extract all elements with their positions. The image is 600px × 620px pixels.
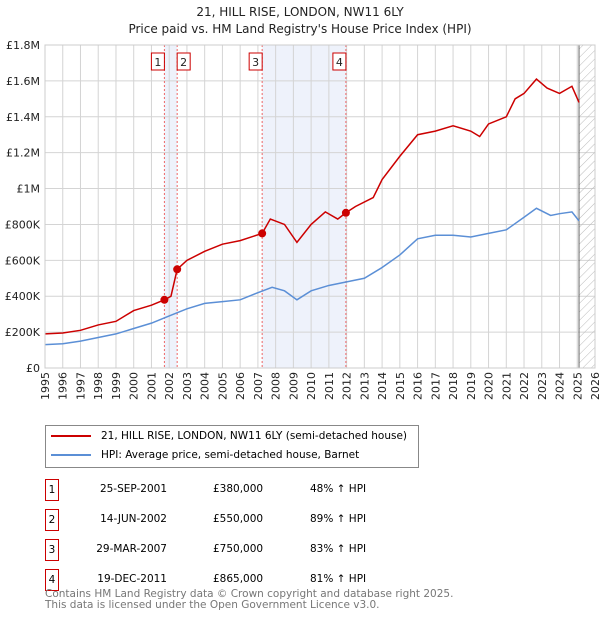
hpi-line [44, 207, 580, 346]
x-tick-label: 2026 [589, 372, 600, 400]
shaded-period [164, 45, 178, 368]
sale-date: 29-MAR-2007 [96, 543, 167, 555]
sale-marker-label: 3 [252, 56, 259, 69]
x-tick-label: 1998 [92, 372, 105, 400]
sale-marker-badge: 4 [45, 569, 59, 591]
sale-marker-box [150, 52, 165, 71]
sale-price: £865,000 [213, 573, 264, 585]
footer-line: This data is licensed under the Open Gov… [45, 599, 380, 611]
sale-date: 25-SEP-2001 [99, 483, 167, 495]
sale-marker-box [332, 52, 347, 71]
x-tick-label: 2005 [216, 372, 229, 400]
sale-marker-box [176, 52, 191, 71]
sale-marker-badge: 1 [45, 479, 59, 501]
sale-price: £550,000 [213, 513, 264, 525]
x-tick-label: 1997 [74, 372, 87, 400]
legend-swatch-blue [51, 454, 91, 456]
shaded-period [262, 45, 346, 368]
legend-item-property: 21, HILL RISE, LONDON, NW11 6LY (semi-de… [51, 430, 407, 442]
y-tick-label: £1.8M [6, 39, 40, 52]
x-tick-label: 2025 [571, 372, 584, 400]
x-tick-label: 1999 [110, 372, 123, 400]
sale-point [258, 229, 267, 238]
property-price-line [44, 78, 580, 335]
y-tick-label: £1M [17, 183, 41, 196]
y-tick-label: £800K [5, 218, 41, 231]
x-tick-label: 2000 [128, 372, 141, 400]
x-tick-label: 2002 [163, 372, 176, 400]
sale-marker-box [248, 52, 263, 71]
y-tick-label: £0 [26, 362, 40, 375]
x-tick-label: 1996 [57, 372, 70, 400]
legend-label: HPI: Average price, semi-detached house,… [101, 449, 360, 461]
forecast-hatch [579, 45, 595, 368]
x-tick-label: 2008 [270, 372, 283, 400]
x-tick-label: 2023 [536, 372, 549, 400]
sale-marker-label: 4 [336, 56, 343, 69]
sale-price: £750,000 [213, 543, 264, 555]
sale-marker-label: 2 [180, 56, 187, 69]
x-tick-label: 2004 [199, 372, 212, 400]
legend-label: 21, HILL RISE, LONDON, NW11 6LY (semi-de… [101, 430, 408, 442]
x-tick-label: 2017 [429, 372, 442, 400]
footer: Contains HM Land Registry data © Crown c… [45, 589, 453, 611]
sale-price: £380,000 [213, 483, 264, 495]
sale-hpi-change: 83% ↑ HPI [310, 543, 367, 555]
sale-hpi-change: 81% ↑ HPI [310, 573, 367, 585]
sale-marker-label: 1 [154, 56, 161, 69]
footer-line: Contains HM Land Registry data © Crown c… [45, 588, 454, 600]
x-tick-label: 2016 [412, 372, 425, 400]
x-tick-label: 2015 [394, 372, 407, 400]
sale-hpi-change: 89% ↑ HPI [310, 513, 367, 525]
sale-marker-badge: 2 [45, 509, 59, 531]
x-tick-label: 2014 [376, 372, 389, 400]
legend: 21, HILL RISE, LONDON, NW11 6LY (semi-de… [45, 425, 419, 468]
y-tick-label: £600K [5, 254, 41, 267]
x-tick-label: 2012 [341, 372, 354, 400]
chart-subtitle: Price paid vs. HM Land Registry's House … [128, 22, 472, 36]
plot-area: 1995 1996 1997 1998 1999 2000 2001 2002 2003 2004… [5, 39, 600, 400]
x-tick-label: 2011 [323, 372, 336, 400]
sale-date: 19-DEC-2011 [97, 573, 167, 585]
legend-item-hpi: HPI: Average price, semi-detached house,… [51, 449, 359, 461]
sale-date: 14-JUN-2002 [100, 513, 167, 525]
y-tick-label: £200K [5, 326, 41, 339]
x-tick-label: 1995 [39, 372, 52, 400]
x-tick-label: 2010 [305, 372, 318, 400]
x-tick-label: 2009 [287, 372, 300, 400]
y-tick-label: £1.4M [6, 111, 40, 124]
x-tick-label: 2020 [483, 372, 496, 400]
legend-swatch-red [51, 435, 91, 437]
chart-title: 21, HILL RISE, LONDON, NW11 6LY [196, 5, 404, 19]
sale-marker-badge: 3 [45, 539, 59, 561]
y-tick-label: £1.2M [6, 147, 40, 160]
x-tick-label: 2007 [252, 372, 265, 400]
sale-hpi-change: 48% ↑ HPI [310, 483, 367, 495]
sale-point [160, 295, 169, 304]
y-tick-label: £1.6M [6, 75, 40, 88]
x-tick-label: 2019 [465, 372, 478, 400]
x-tick-label: 2021 [500, 372, 513, 400]
sale-point [173, 265, 182, 274]
sale-point [341, 208, 350, 217]
x-tick-label: 2013 [358, 372, 371, 400]
x-tick-label: 2024 [554, 372, 567, 400]
x-tick-label: 2001 [145, 372, 158, 400]
x-tick-label: 2006 [234, 372, 247, 400]
x-tick-label: 2018 [447, 372, 460, 400]
x-tick-label: 2022 [518, 372, 531, 400]
x-tick-label: 2003 [181, 372, 194, 400]
plot-frame [44, 44, 596, 369]
y-tick-label: £400K [5, 290, 41, 303]
